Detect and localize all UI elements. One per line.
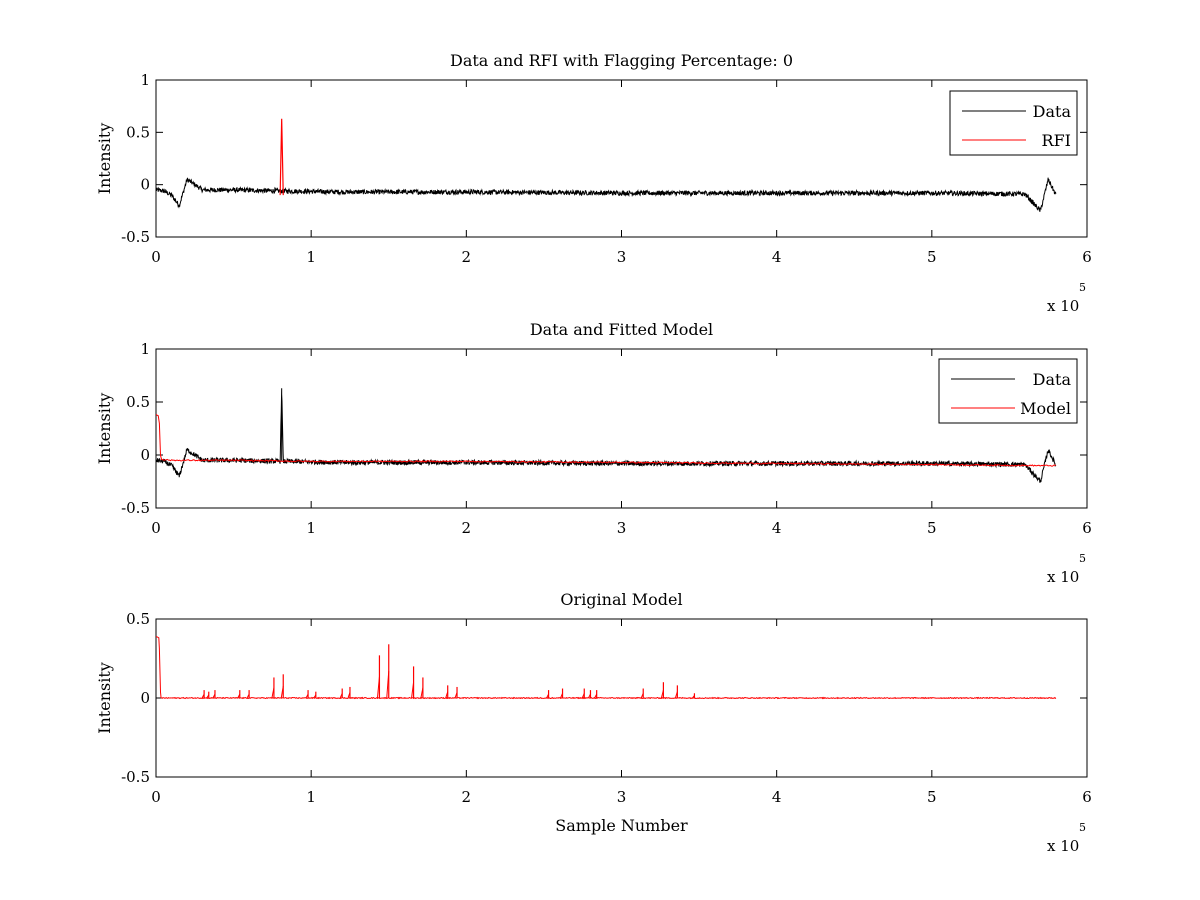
model-peak-shoulder [347, 692, 351, 699]
y-axis-label: Intensity [95, 662, 114, 734]
model-peak-shoulder [588, 693, 591, 699]
model-peak-shoulder [339, 693, 343, 699]
model-peak-shoulder [594, 693, 598, 699]
x-multiplier-exponent: 5 [1079, 281, 1086, 294]
x-tick-label: 5 [927, 248, 937, 266]
x-tick-label: 1 [306, 788, 316, 806]
x-tick-label: 1 [306, 248, 316, 266]
model-peak-shoulder [411, 682, 415, 699]
legend-box [938, 358, 1078, 424]
model-peak-shoulder [212, 693, 216, 699]
model-peak-shoulder [376, 676, 380, 699]
legend-entry: Data [1033, 102, 1072, 121]
model-peak-shoulder [386, 671, 390, 699]
x-tick-label: 4 [772, 248, 782, 266]
x-tick-label: 2 [462, 788, 472, 806]
x-tick-label: 5 [927, 519, 937, 537]
model-peak-shoulder [674, 691, 678, 699]
model-peak-shoulder [246, 693, 250, 699]
model-peak-shoulder [560, 693, 563, 699]
x-tick-label: 1 [306, 519, 316, 537]
legend-entry: Model [1020, 399, 1071, 418]
y-tick-label: 0 [140, 689, 150, 707]
x-tick-label: 5 [927, 788, 937, 806]
model-peak-shoulder [454, 692, 458, 699]
x-tick-label: 4 [772, 519, 782, 537]
y-tick-label: 0 [140, 176, 150, 194]
model-peak-shoulder [280, 686, 284, 699]
x-tick-label: 2 [462, 519, 472, 537]
chart-panel-1: Data and RFI with Flagging Percentage: 0… [95, 51, 1092, 315]
model-peak-shoulder [201, 693, 205, 699]
plot-area [156, 388, 1057, 483]
model-peak-shoulder [581, 693, 585, 699]
model-peak-shoulder [206, 694, 210, 699]
legend-box [949, 90, 1078, 156]
x-multiplier-exponent: 5 [1079, 821, 1086, 834]
x-tick-label: 6 [1082, 519, 1092, 537]
y-tick-label: 0.5 [126, 123, 150, 141]
model-peak-shoulder [313, 694, 317, 699]
model-peak-shoulder [445, 691, 449, 699]
y-tick-label: -0.5 [121, 228, 150, 246]
chart-title: Data and RFI with Flagging Percentage: 0 [450, 51, 793, 70]
model-peak-shoulder [660, 689, 664, 699]
model-peak-shoulder [546, 693, 550, 699]
y-tick-label: 1 [140, 340, 150, 358]
x-tick-label: 0 [151, 788, 161, 806]
model-peak-shoulder [237, 693, 241, 699]
y-tick-label: -0.5 [121, 499, 150, 517]
y-tick-label: 0.5 [126, 610, 150, 628]
plot-area [156, 118, 1057, 212]
x-multiplier-base: x 10 [1047, 837, 1079, 855]
x-tick-label: 6 [1082, 788, 1092, 806]
chart-panel-3: Original Model Intensity Sample Number 0 1 2 3… [95, 590, 1092, 855]
x-axis-label: Sample Number [555, 816, 688, 835]
legend: Data RFI [949, 90, 1078, 156]
chart-panel-2: Data and Fitted Model Intensity 0 1 2 3 4 5 6 -0.… [95, 320, 1092, 586]
model-peak-shoulder [692, 695, 695, 699]
series-line-data [156, 177, 1057, 212]
series-line-rfi [279, 118, 284, 196]
series-line-model [156, 414, 1057, 467]
y-tick-label: -0.5 [121, 768, 150, 786]
y-axis-label: Intensity [95, 123, 114, 195]
plot-frame [155, 79, 1088, 238]
x-tick-label: 0 [151, 519, 161, 537]
x-multiplier-base: x 10 [1047, 297, 1079, 315]
series-line-data [156, 388, 1057, 483]
plot-area [156, 635, 1057, 700]
x-tick-label: 6 [1082, 248, 1092, 266]
x-tick-label: 3 [617, 788, 627, 806]
chart-title: Original Model [560, 590, 682, 609]
x-tick-label: 2 [462, 248, 472, 266]
legend: Data Model [938, 358, 1078, 424]
model-peak-shoulder [420, 687, 424, 699]
model-peak-shoulder [305, 693, 309, 699]
legend-entry: Data [1033, 370, 1072, 389]
chart-title: Data and Fitted Model [530, 320, 713, 339]
y-tick-label: 0.5 [126, 393, 150, 411]
x-tick-label: 3 [617, 248, 627, 266]
x-multiplier-exponent: 5 [1079, 552, 1086, 565]
y-axis-label: Intensity [95, 393, 114, 465]
series-line-model [156, 635, 1057, 700]
model-peak-shoulder [640, 693, 644, 699]
y-tick-label: 0 [140, 446, 150, 464]
model-peak-shoulder [271, 687, 275, 699]
legend-entry: RFI [1042, 131, 1071, 150]
x-tick-label: 0 [151, 248, 161, 266]
x-multiplier-base: x 10 [1047, 568, 1079, 586]
x-tick-label: 4 [772, 788, 782, 806]
y-tick-label: 1 [140, 71, 150, 89]
x-tick-label: 3 [617, 519, 627, 537]
